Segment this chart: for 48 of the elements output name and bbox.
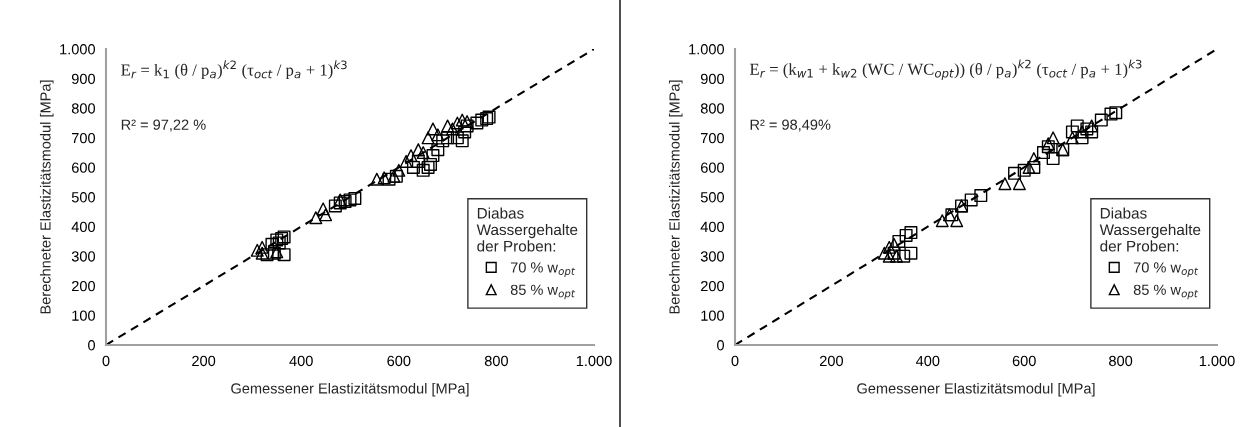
text: E$_{r}$ = (k$_{w1}$ + k$_{w2}$ (WC / WC$_{opt}$)) (θ / p$_{a}$)$^{k2}$ (τ$_{oct}$ / p$_{a}$ + 1)$^{k3}$ xyxy=(749,59,1142,80)
y-tick-label: 500 xyxy=(71,192,96,203)
y-tick-label: 100 xyxy=(701,310,725,321)
y-tick-label: 200 xyxy=(700,280,725,292)
y-tick-label: 0 xyxy=(717,340,725,351)
y-tick-label: 100 xyxy=(72,310,96,321)
text: E$_{r}$ = k$_{1}$ (θ / p$_{a}$)$^{k2}$ (τ$_{oct}$ / p$_{a}$ + 1)$^{k3}$ xyxy=(121,60,347,80)
y-tick-label: 500 xyxy=(700,192,725,203)
y-axis-title: Berechneter Elastizitätsmodul [MPa] xyxy=(668,80,683,314)
y-tick-label: 200 xyxy=(71,280,96,292)
legend-label: 85 % w$_{opt}$ xyxy=(510,284,576,300)
x-tick-label: 1.000 xyxy=(576,355,612,367)
x-axis-title: Gemessener Elastizitätsmodul [MPa] xyxy=(231,382,469,397)
annotation: R² = 97,22 % xyxy=(121,119,206,132)
y-axis-title: Berechneter Elastizitätsmodul [MPa] xyxy=(39,80,54,314)
y-tick-label: 600 xyxy=(71,162,96,173)
x-tick-label: 800 xyxy=(1109,355,1133,367)
y-tick-label: 800 xyxy=(71,103,96,114)
y-tick-label: 700 xyxy=(72,132,96,144)
y-tick-label: 700 xyxy=(701,132,725,144)
y-tick-label: 600 xyxy=(700,162,725,173)
annotation: R² = 98,49% xyxy=(750,119,831,132)
y-tick-label: 800 xyxy=(700,103,725,114)
y-tick-label: 1.000 xyxy=(689,44,725,55)
y-tick-label: 0 xyxy=(88,340,96,351)
x-tick-label: 600 xyxy=(1012,355,1036,367)
x-tick-label: 400 xyxy=(915,355,940,367)
x-tick-label: 200 xyxy=(819,355,843,367)
legend-label: 70 % w$_{opt}$ xyxy=(1133,262,1199,277)
legend-title: Diabas Wassergehalte der Proben: xyxy=(476,207,578,252)
legend-label: 85 % w$_{opt}$ xyxy=(1133,284,1199,300)
y-tick-label: 1.000 xyxy=(60,44,96,55)
y-tick-label: 300 xyxy=(700,251,725,262)
x-tick-label: 200 xyxy=(192,355,216,367)
y-tick-label: 400 xyxy=(71,221,96,233)
x-tick-label: 600 xyxy=(387,355,411,367)
x-tick-label: 0 xyxy=(102,355,110,367)
x-tick-label: 800 xyxy=(484,355,508,367)
x-tick-label: 0 xyxy=(731,355,739,367)
legend-title: Diabas Wassergehalte der Proben: xyxy=(1099,207,1201,252)
x-tick-label: 1.000 xyxy=(1199,355,1235,367)
y-tick-label: 900 xyxy=(71,73,96,85)
x-tick-label: 400 xyxy=(289,355,313,367)
y-tick-label: 900 xyxy=(700,73,725,85)
legend-label: 70 % w$_{opt}$ xyxy=(510,262,576,277)
y-tick-label: 400 xyxy=(700,221,725,233)
y-tick-label: 300 xyxy=(71,251,96,262)
x-axis-title: Gemessener Elastizitätsmodul [MPa] xyxy=(857,382,1095,397)
